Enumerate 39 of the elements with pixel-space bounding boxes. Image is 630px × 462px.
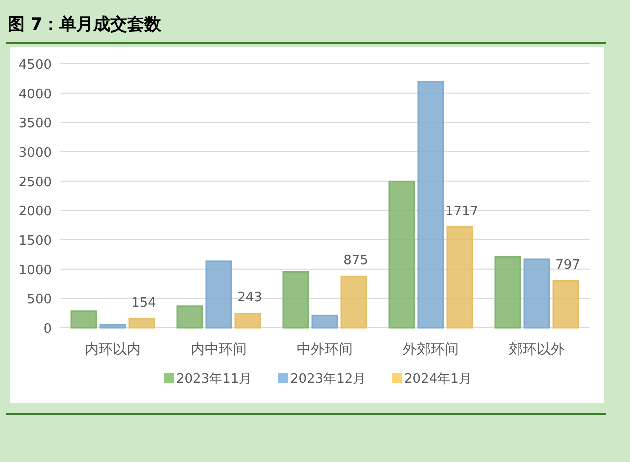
data-label: 154 [132, 296, 156, 311]
y-tick-label: 500 [27, 292, 52, 308]
bar [176, 306, 204, 329]
x-tick-label: 内环以内 [85, 342, 141, 358]
bar [282, 271, 310, 329]
bar [552, 280, 580, 329]
bar [100, 324, 126, 329]
x-tick-label: 内中环间 [191, 342, 247, 358]
y-tick-label: 1500 [18, 234, 52, 249]
y-tick-label: 4500 [18, 58, 52, 73]
y-tick-label: 3500 [18, 116, 52, 132]
legend-label: 2023年12月 [290, 372, 366, 387]
legend-label: 2023年11月 [176, 372, 252, 387]
bar [340, 276, 368, 329]
bar [524, 258, 550, 329]
data-label: 797 [556, 258, 580, 274]
data-label: 875 [344, 254, 368, 269]
x-tick-label: 郊环以外 [509, 342, 565, 358]
bar [388, 180, 416, 329]
data-label: 1717 [445, 204, 479, 220]
legend-label: 2024年1月 [404, 372, 472, 387]
chart-title: 图 7：单月成交套数 [8, 15, 163, 35]
x-tick-label: 外郊环间 [403, 342, 459, 358]
y-tick-label: 1000 [18, 263, 52, 278]
bar [418, 81, 444, 329]
bar [494, 256, 522, 329]
y-tick-label: 4000 [18, 87, 52, 102]
bar [234, 312, 262, 329]
bar [206, 260, 232, 329]
bar [446, 226, 474, 329]
bar [312, 314, 338, 329]
bar [70, 310, 98, 329]
y-tick-label: 3000 [18, 146, 52, 161]
bar [128, 318, 156, 329]
y-tick-label: 0 [44, 322, 52, 337]
y-tick-label: 2000 [18, 204, 52, 220]
x-tick-label: 中外环间 [297, 342, 353, 358]
data-label: 243 [238, 290, 262, 306]
y-tick-label: 2500 [18, 175, 52, 190]
